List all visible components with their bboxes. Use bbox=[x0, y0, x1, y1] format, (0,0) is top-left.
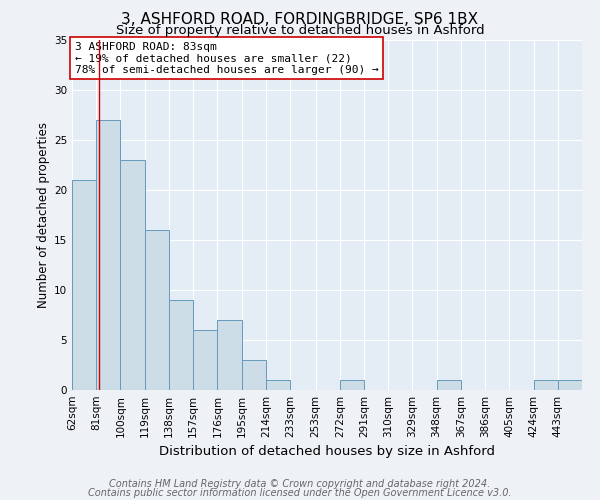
Bar bbox=[242, 360, 266, 390]
Bar bbox=[266, 380, 290, 390]
Bar bbox=[193, 330, 217, 390]
Bar bbox=[533, 380, 558, 390]
Text: 3 ASHFORD ROAD: 83sqm
← 19% of detached houses are smaller (22)
78% of semi-deta: 3 ASHFORD ROAD: 83sqm ← 19% of detached … bbox=[74, 42, 379, 75]
Text: Contains public sector information licensed under the Open Government Licence v3: Contains public sector information licen… bbox=[88, 488, 512, 498]
Bar bbox=[96, 120, 121, 390]
Bar bbox=[217, 320, 242, 390]
Bar bbox=[340, 380, 364, 390]
Text: Contains HM Land Registry data © Crown copyright and database right 2024.: Contains HM Land Registry data © Crown c… bbox=[109, 479, 491, 489]
Bar bbox=[121, 160, 145, 390]
Bar bbox=[72, 180, 96, 390]
Text: Size of property relative to detached houses in Ashford: Size of property relative to detached ho… bbox=[116, 24, 484, 37]
Y-axis label: Number of detached properties: Number of detached properties bbox=[37, 122, 50, 308]
Bar bbox=[145, 230, 169, 390]
X-axis label: Distribution of detached houses by size in Ashford: Distribution of detached houses by size … bbox=[159, 446, 495, 458]
Bar bbox=[558, 380, 582, 390]
Bar bbox=[437, 380, 461, 390]
Text: 3, ASHFORD ROAD, FORDINGBRIDGE, SP6 1BX: 3, ASHFORD ROAD, FORDINGBRIDGE, SP6 1BX bbox=[121, 12, 479, 28]
Bar bbox=[169, 300, 193, 390]
